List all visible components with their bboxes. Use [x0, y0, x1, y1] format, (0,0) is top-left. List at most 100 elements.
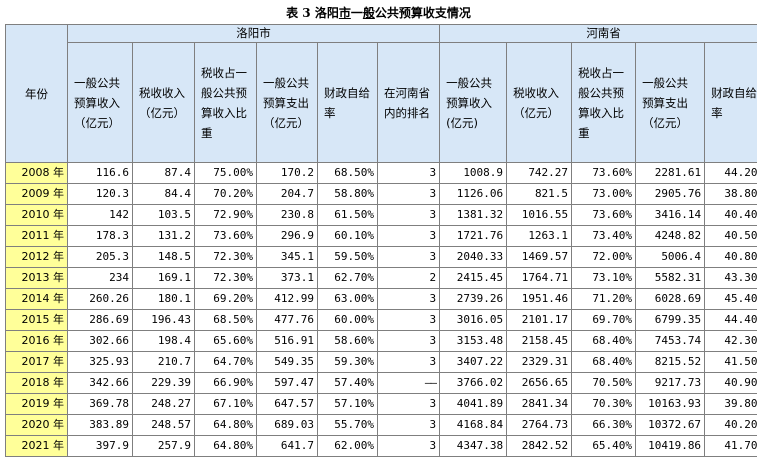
value-cell: 73.40% [571, 225, 637, 247]
value-cell: 1764.71 [506, 267, 573, 289]
value-cell: 73.60% [194, 225, 257, 247]
value-cell: 41.50% [704, 351, 757, 373]
value-cell: 369.78 [67, 393, 133, 415]
value-cell: 3 [376, 330, 441, 352]
value-cell: 69.70% [571, 309, 637, 331]
table-row: 2018 年 342.66 229.39 66.90% 597.47 57.40% —— 37… [5, 372, 757, 394]
value-cell: 2158.45 [506, 330, 573, 352]
title-prefix: 表 3 洛阳 [286, 6, 339, 20]
value-cell: 2415.45 [439, 267, 508, 289]
year-cell: 2019 年 [5, 393, 68, 415]
value-cell: 3 [376, 225, 441, 247]
value-cell: 68.50% [317, 162, 378, 184]
value-cell: —— [376, 372, 441, 394]
value-cell: 3407.22 [439, 351, 508, 373]
value-cell: 73.60% [571, 162, 637, 184]
value-cell: 248.57 [132, 414, 195, 436]
value-cell: 1263.1 [506, 225, 573, 247]
value-cell: 44.40% [704, 309, 757, 331]
value-cell: 1016.55 [506, 204, 573, 226]
value-cell: 65.60% [194, 330, 257, 352]
value-cell: 58.80% [317, 183, 378, 205]
value-cell: 70.20% [194, 183, 257, 205]
year-cell: 2012 年 [5, 246, 68, 268]
value-cell: 4041.89 [439, 393, 508, 415]
value-cell: 3153.48 [439, 330, 508, 352]
value-cell: 210.7 [132, 351, 195, 373]
col-header: 财政自给率 [704, 42, 757, 163]
value-cell: 71.20% [571, 288, 637, 310]
value-cell: 73.00% [571, 183, 637, 205]
budget-table: 年份 洛阳市 河南省 一般公共预算收入（亿元） 税收收入（亿元） 税收占一般公共… [5, 24, 757, 457]
value-cell: 234 [67, 267, 133, 289]
value-cell: 61.50% [317, 204, 378, 226]
year-cell: 2015 年 [5, 309, 68, 331]
year-cell: 2008 年 [5, 162, 68, 184]
value-cell: 65.40% [571, 435, 637, 457]
value-cell: 58.60% [317, 330, 378, 352]
year-cell: 2009 年 [5, 183, 68, 205]
value-cell: 62.70% [317, 267, 378, 289]
value-cell: 170.2 [256, 162, 318, 184]
table-row: 2009 年 120.3 84.4 70.20% 204.7 58.80% 3 1126.06… [5, 183, 757, 205]
value-cell: 260.26 [67, 288, 133, 310]
value-cell: 6028.69 [635, 288, 706, 310]
value-cell: 689.03 [256, 414, 318, 436]
year-cell: 2017 年 [5, 351, 68, 373]
value-cell: 4168.84 [439, 414, 508, 436]
value-cell: 148.5 [132, 246, 195, 268]
value-cell: 67.10% [194, 393, 257, 415]
value-cell: 3 [376, 204, 441, 226]
col-header: 一般公共预算收入(亿元) [439, 42, 508, 163]
value-cell: 39.80% [704, 393, 757, 415]
value-cell: 43.30% [704, 267, 757, 289]
value-cell: 5006.4 [635, 246, 706, 268]
value-cell: 373.1 [256, 267, 318, 289]
value-cell: 2329.31 [506, 351, 573, 373]
value-cell: 57.10% [317, 393, 378, 415]
table-title: 表 3 洛阳市一般公共预算收支情况 [0, 4, 757, 21]
value-cell: 1381.32 [439, 204, 508, 226]
value-cell: 3 [376, 414, 441, 436]
value-cell: 5582.31 [635, 267, 706, 289]
value-cell: 1721.76 [439, 225, 508, 247]
value-cell: 2040.33 [439, 246, 508, 268]
value-cell: 180.1 [132, 288, 195, 310]
value-cell: 131.2 [132, 225, 195, 247]
value-cell: 73.60% [571, 204, 637, 226]
value-cell: 296.9 [256, 225, 318, 247]
title-mid: 一 [350, 6, 363, 20]
value-cell: 116.6 [67, 162, 133, 184]
col-header: 税收收入（亿元） [506, 42, 573, 163]
value-cell: 59.30% [317, 351, 378, 373]
value-cell: 60.00% [317, 309, 378, 331]
value-cell: 10163.93 [635, 393, 706, 415]
table-row: 2016 年 302.66 198.4 65.60% 516.91 58.60% 3 3153… [5, 330, 757, 352]
table-row: 2008 年 116.6 87.4 75.00% 170.2 68.50% 3 1008.9 7… [5, 162, 757, 184]
value-cell: 55.70% [317, 414, 378, 436]
value-cell: 72.30% [194, 267, 257, 289]
value-cell: 63.00% [317, 288, 378, 310]
value-cell: 742.27 [506, 162, 573, 184]
value-cell: 257.9 [132, 435, 195, 457]
value-cell: 70.30% [571, 393, 637, 415]
title-underlined-2: 般 [362, 6, 375, 20]
col-header: 在河南省内的排名 [376, 42, 441, 163]
title-underlined-1: 市 [338, 6, 351, 20]
value-cell: 75.00% [194, 162, 257, 184]
value-cell: 3 [376, 435, 441, 457]
value-cell: 6799.35 [635, 309, 706, 331]
value-cell: 68.50% [194, 309, 257, 331]
table-row: 2010 年 142 103.5 72.90% 230.8 61.50% 3 1381.32 1… [5, 204, 757, 226]
value-cell: 41.70% [704, 435, 757, 457]
value-cell: 120.3 [67, 183, 133, 205]
table-row: 2015 年 286.69 196.43 68.50% 477.76 60.00% 3 301… [5, 309, 757, 331]
value-cell: 516.91 [256, 330, 318, 352]
value-cell: 40.80% [704, 246, 757, 268]
value-cell: 68.40% [571, 351, 637, 373]
col-header: 财政自给率 [317, 42, 378, 163]
value-cell: 4248.82 [635, 225, 706, 247]
year-header: 年份 [5, 24, 68, 163]
value-cell: 68.40% [571, 330, 637, 352]
col-header: 一般公共预算支出（亿元） [256, 42, 318, 163]
